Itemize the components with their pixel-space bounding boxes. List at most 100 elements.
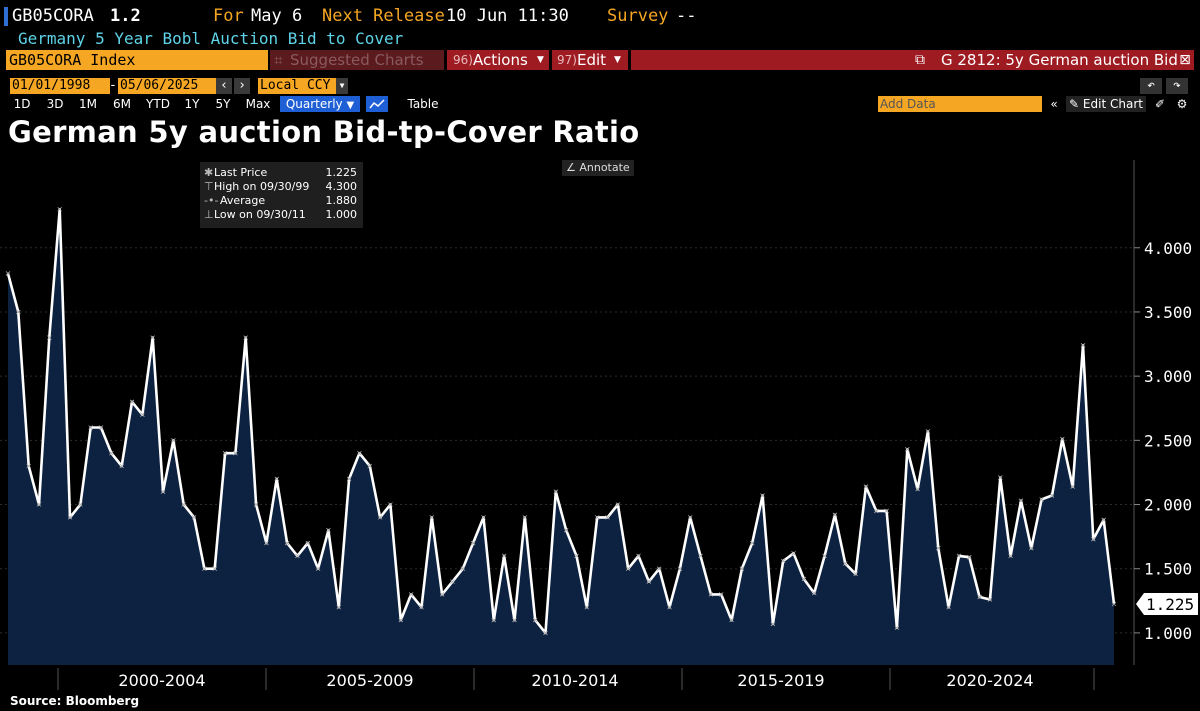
collapse-icon[interactable]: «	[1050, 97, 1058, 111]
data-point	[326, 527, 331, 533]
data-point	[253, 502, 259, 507]
data-point	[1029, 545, 1034, 551]
period-button-max[interactable]: Max	[245, 97, 271, 111]
edit-number: 97)	[557, 53, 577, 67]
data-point	[491, 617, 497, 623]
data-point	[315, 566, 321, 571]
legend-box: ✱ Last Price 1.225 ⊤ High on 09/30/99 4.…	[200, 162, 363, 228]
data-point	[336, 604, 342, 610]
data-point	[822, 553, 827, 559]
legend-average-label: Average	[220, 194, 266, 207]
data-point	[47, 335, 52, 340]
data-point	[667, 604, 672, 610]
actions-menu[interactable]: 96) Actions ▼	[447, 50, 549, 70]
last-value-label: 1.225	[1146, 595, 1194, 614]
end-date-input[interactable]: 05/06/2025	[118, 78, 216, 94]
data-point	[419, 604, 424, 610]
y-tick-label: 1.500	[1144, 560, 1192, 579]
period-button-1m[interactable]: 1M	[79, 97, 97, 111]
close-icon[interactable]: ⊠	[1179, 52, 1191, 68]
data-point	[429, 515, 435, 520]
data-point	[181, 502, 187, 507]
data-point	[935, 545, 941, 551]
x-tick-label: 2005-2009	[326, 671, 413, 690]
data-point	[987, 597, 993, 602]
period-button-ytd[interactable]: YTD	[146, 97, 170, 111]
data-point	[367, 463, 373, 469]
x-tick-label: 2020-2024	[946, 671, 1033, 690]
currency-value: Local CCY	[260, 78, 331, 93]
line-chart-icon[interactable]	[366, 96, 388, 112]
frequency-value: Quarterly	[285, 97, 343, 111]
data-point	[109, 450, 114, 456]
currency-select[interactable]: Local CCY	[258, 78, 348, 94]
chart-title-bar[interactable]: ⧉ G 2812: 5y German auction Bid	[631, 50, 1194, 70]
legend-average-row: -•- Average 1.880	[200, 194, 363, 208]
low-icon: ⊥	[204, 208, 214, 221]
for-date: May 6	[251, 6, 303, 26]
data-point	[171, 438, 176, 443]
undo-icon[interactable]: ↶	[1140, 78, 1162, 94]
gear-icon[interactable]: ⚙	[1176, 97, 1188, 111]
chart[interactable]: 1.000 1.500 2.000 2.500 3.000 3.500 4.000 1.225…	[0, 150, 1200, 690]
legend-last-row: ✱ Last Price 1.225	[200, 166, 363, 180]
x-tick-label: 2000-2004	[118, 671, 205, 690]
table-tab[interactable]: Table	[407, 97, 439, 111]
y-tick-label: 3.000	[1144, 367, 1192, 386]
data-point	[780, 558, 786, 564]
data-point	[698, 553, 703, 559]
date-range-row: 01/01/1998 - 05/06/2025 ‹ › Local CCY ▼ …	[0, 78, 1200, 96]
data-point	[470, 540, 476, 546]
data-point	[863, 484, 869, 489]
data-point	[450, 579, 455, 584]
data-point	[956, 553, 962, 559]
add-data-input[interactable]: Add Data	[878, 96, 1042, 112]
suggested-charts-button[interactable]: ⌗ Suggested Charts	[270, 50, 444, 70]
data-point	[904, 447, 910, 452]
data-point	[977, 594, 982, 600]
period-button-1y[interactable]: 1Y	[184, 97, 200, 111]
data-point	[832, 512, 838, 518]
data-point	[481, 515, 486, 520]
annotate-button[interactable]: ∠ Annotate	[562, 160, 634, 176]
data-point	[67, 515, 73, 520]
data-point	[274, 476, 280, 482]
data-point	[233, 450, 238, 456]
source-note: Source: Bloomberg	[10, 694, 140, 708]
start-date-input[interactable]: 01/01/1998	[10, 78, 110, 94]
x-tick-label: 2015-2019	[737, 671, 824, 690]
period-button-5y[interactable]: 5Y	[215, 97, 231, 111]
period-button-1d[interactable]: 1D	[13, 97, 31, 111]
suggested-charts-label: Suggested Charts	[290, 51, 424, 69]
edit-chart-button[interactable]: ✎ Edit Chart	[1066, 96, 1146, 112]
data-point	[636, 553, 641, 559]
legend-low-label: Low on 09/30/11	[214, 208, 306, 221]
edit-menu[interactable]: 97) Edit ▼	[552, 50, 628, 70]
survey-value: --	[676, 6, 697, 26]
data-point	[305, 540, 311, 546]
data-point	[26, 463, 31, 469]
external-link-icon[interactable]: ⧉	[915, 52, 925, 68]
annotate-label: Annotate	[579, 161, 630, 174]
data-point	[78, 502, 83, 507]
save-icon[interactable]: ✐	[1154, 97, 1166, 111]
prev-period-button[interactable]: ‹	[216, 78, 232, 94]
legend-last-value: 1.225	[325, 166, 358, 179]
next-period-button[interactable]: ›	[234, 78, 250, 94]
data-point	[346, 476, 352, 482]
ticker[interactable]: GB05CORA	[12, 6, 94, 26]
data-point	[57, 206, 62, 212]
data-point	[739, 566, 745, 571]
data-point	[222, 450, 228, 456]
security-input[interactable]: GB05CORA Index	[6, 50, 268, 70]
data-point	[1008, 553, 1013, 559]
period-button-6m[interactable]: 6M	[113, 97, 131, 111]
data-point	[925, 429, 931, 434]
data-point	[284, 540, 290, 546]
period-button-3d[interactable]: 3D	[46, 97, 64, 111]
frequency-select[interactable]: Quarterly ▼	[280, 96, 360, 112]
currency-dropdown-icon[interactable]: ▼	[336, 78, 348, 94]
redo-icon[interactable]: ↷	[1166, 78, 1188, 94]
next-release-label: Next Release	[322, 6, 445, 26]
data-point	[1060, 436, 1065, 442]
